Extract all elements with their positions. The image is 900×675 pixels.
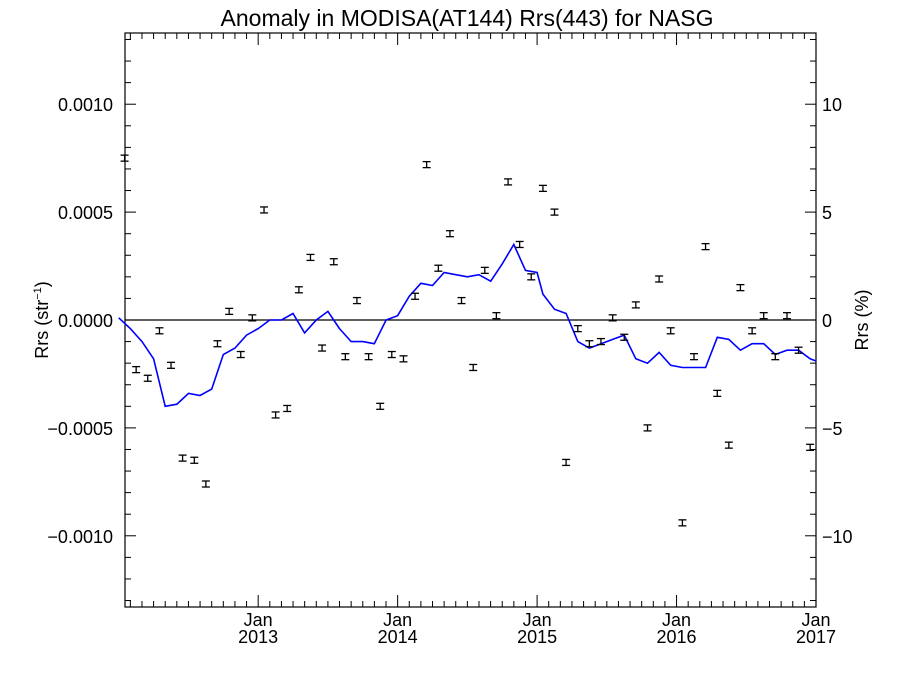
data-point xyxy=(666,327,675,335)
y-tick-label-right: 0 xyxy=(822,311,832,331)
axis-ticks xyxy=(125,33,816,607)
data-point xyxy=(771,353,780,361)
data-point xyxy=(283,404,292,413)
x-tick-label-month: Jan xyxy=(523,610,552,630)
data-point xyxy=(341,353,350,361)
y-tick-label-left: 0.0010 xyxy=(58,95,113,115)
x-tick-label-year: 2015 xyxy=(517,627,557,647)
data-point xyxy=(504,178,513,186)
x-tick-label-year: 2017 xyxy=(796,627,836,647)
data-point xyxy=(515,240,524,249)
y-tick-label-left: −0.0010 xyxy=(47,527,113,547)
data-point xyxy=(387,350,396,359)
data-point xyxy=(550,208,559,216)
x-tick-label-year: 2016 xyxy=(657,627,697,647)
x-tick-label-year: 2014 xyxy=(378,627,418,647)
data-point xyxy=(434,264,443,272)
data-point xyxy=(422,160,431,169)
data-point xyxy=(689,353,698,361)
data-point xyxy=(655,275,664,283)
x-tick-label-year: 2013 xyxy=(238,627,278,647)
y-tick-label-right: 5 xyxy=(822,203,832,223)
data-point xyxy=(492,312,501,320)
data-point xyxy=(364,353,373,361)
y-axis-label-superscript: −1 xyxy=(32,287,44,300)
data-point xyxy=(748,327,757,335)
data-point xyxy=(213,340,222,348)
data-point xyxy=(376,402,385,410)
data-point xyxy=(457,296,466,305)
data-point xyxy=(236,350,245,359)
data-point xyxy=(608,314,617,322)
data-point xyxy=(713,389,722,398)
series-line-blue xyxy=(118,242,817,408)
y-tick-label-left: −0.0005 xyxy=(47,419,113,439)
data-point xyxy=(527,273,536,281)
data-point xyxy=(132,365,141,374)
data-point xyxy=(225,307,234,316)
data-point xyxy=(155,327,164,335)
data-point xyxy=(620,333,629,341)
chart-title: Anomaly in MODISA(AT144) Rrs(443) for NA… xyxy=(221,5,714,31)
y-tick-label-left: 0.0005 xyxy=(58,203,113,223)
data-point xyxy=(445,230,454,238)
data-point xyxy=(596,337,605,346)
x-tick-label-month: Jan xyxy=(801,610,830,630)
data-point xyxy=(306,253,315,262)
data-point xyxy=(562,458,571,467)
data-point xyxy=(352,296,361,305)
data-point xyxy=(399,355,408,363)
data-points xyxy=(120,154,815,527)
data-point xyxy=(143,374,152,382)
data-point xyxy=(329,258,338,266)
data-point xyxy=(724,441,733,449)
y-axis-label-left: Rrs (str−1) xyxy=(32,281,52,359)
data-point xyxy=(411,292,420,300)
data-point xyxy=(806,443,815,451)
data-point xyxy=(167,361,176,369)
data-point xyxy=(538,184,547,193)
data-point xyxy=(201,480,210,488)
data-point xyxy=(701,242,710,251)
y-tick-label-right: 10 xyxy=(822,95,842,115)
data-point xyxy=(248,314,257,322)
y-axis-label-right: Rrs (%) xyxy=(852,290,872,351)
data-point xyxy=(585,340,594,348)
x-tick-label-month: Jan xyxy=(244,610,273,630)
y-tick-label-left: 0.0000 xyxy=(58,311,113,331)
data-point xyxy=(469,363,478,372)
data-point xyxy=(190,456,199,464)
y-tick-label-right: −10 xyxy=(822,527,853,547)
data-point xyxy=(794,346,803,354)
data-point xyxy=(573,324,582,333)
data-point xyxy=(260,206,269,214)
data-point xyxy=(480,266,489,275)
data-point xyxy=(178,454,187,462)
data-point xyxy=(759,312,768,320)
data-point xyxy=(736,283,745,292)
data-point xyxy=(120,154,129,162)
x-tick-label-month: Jan xyxy=(383,610,412,630)
y-tick-label-right: −5 xyxy=(822,419,843,439)
data-point xyxy=(294,286,303,294)
data-point xyxy=(318,344,327,352)
data-point xyxy=(271,411,280,419)
data-point xyxy=(782,312,791,320)
data-point xyxy=(643,424,652,432)
data-point xyxy=(631,301,640,309)
x-tick-label-month: Jan xyxy=(662,610,691,630)
data-point xyxy=(678,519,687,527)
tick-labels: 0.0010 0.0005 0.0000 −0.0005 −0.0010 10 5 0 −5 −1… xyxy=(47,95,852,647)
